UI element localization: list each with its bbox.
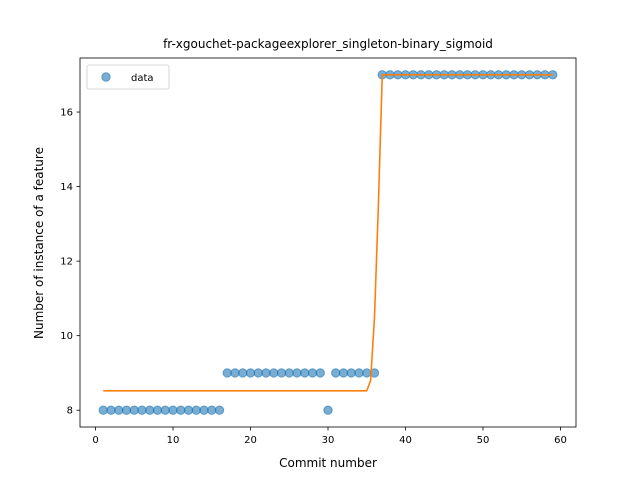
- data-point: [176, 405, 186, 415]
- legend-marker-data: [101, 72, 111, 82]
- data-point: [98, 405, 108, 415]
- data-point: [230, 368, 240, 378]
- data-point: [114, 405, 124, 415]
- data-point: [137, 405, 147, 415]
- data-point: [261, 368, 271, 378]
- data-point: [199, 405, 209, 415]
- data-point: [191, 405, 201, 415]
- data-point: [315, 368, 325, 378]
- x-tick-label: 10: [167, 435, 180, 446]
- data-point: [222, 368, 232, 378]
- data-point: [183, 405, 194, 415]
- fit-line: [103, 73, 553, 392]
- data-point: [121, 405, 132, 415]
- y-tick-label: 14: [60, 182, 73, 193]
- y-axis-label: Number of instance of a feature: [32, 147, 46, 339]
- data-point: [238, 368, 248, 378]
- data-point: [168, 405, 178, 415]
- x-tick-label: 30: [322, 435, 335, 446]
- legend: data: [86, 64, 170, 90]
- x-tick-label: 0: [92, 435, 98, 446]
- y-tick-label: 12: [60, 257, 73, 268]
- plot-area: [98, 70, 558, 415]
- data-point: [129, 405, 139, 415]
- data-point: [307, 368, 318, 378]
- data-point: [253, 368, 263, 378]
- y-tick-label: 16: [60, 108, 73, 119]
- axes: 0 10 20 30 40 50 60 8 10 12 14 16: [60, 57, 577, 446]
- x-tick-label: 50: [477, 435, 490, 446]
- data-point: [292, 368, 302, 378]
- data-point: [284, 368, 294, 378]
- y-tick-label: 8: [67, 406, 73, 417]
- x-tick-label: 40: [399, 435, 412, 446]
- x-axis-label: Commit number: [279, 456, 377, 470]
- legend-label-data: data: [131, 73, 154, 84]
- data-point: [362, 368, 372, 378]
- x-tick-label: 60: [554, 435, 567, 446]
- data-point: [331, 368, 341, 378]
- legend-box: [86, 64, 170, 90]
- data-point: [338, 368, 349, 378]
- data-point: [207, 405, 217, 415]
- chart-title: fr-xgouchet-packageexplorer_singleton-bi…: [163, 37, 493, 51]
- data-point: [152, 405, 163, 415]
- data-point: [300, 368, 310, 378]
- data-point: [354, 368, 364, 378]
- data-point: [269, 368, 279, 378]
- data-point: [214, 405, 225, 415]
- data-point: [145, 405, 155, 415]
- data-point: [346, 368, 356, 378]
- data-point: [245, 368, 256, 378]
- data-point: [106, 405, 116, 415]
- data-point: [276, 368, 287, 378]
- data-point: [160, 405, 170, 415]
- y-tick-label: 10: [60, 331, 73, 342]
- data-point: [323, 405, 333, 415]
- x-tick-label: 20: [244, 435, 257, 446]
